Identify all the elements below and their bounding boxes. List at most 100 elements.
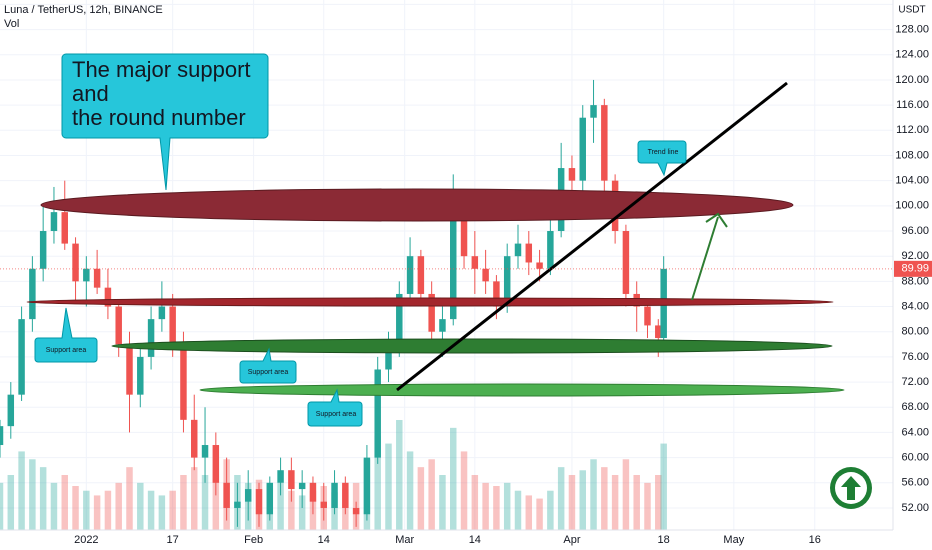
- candle-body: [525, 243, 533, 263]
- volume-bar: [536, 498, 543, 530]
- candle-body: [547, 231, 554, 269]
- volume-bar: [277, 482, 284, 530]
- volume-label: Vol: [4, 18, 19, 30]
- x-tick-label: 18: [658, 534, 670, 546]
- volume-bar: [137, 482, 144, 530]
- candle-body: [536, 262, 543, 269]
- candle-body: [18, 319, 25, 395]
- candle-body: [277, 470, 284, 483]
- candle-body: [568, 168, 576, 181]
- candle-body: [579, 117, 586, 181]
- volume-bar: [104, 490, 112, 530]
- y-tick-label: 56.00: [901, 477, 929, 489]
- candle-body: [374, 369, 381, 458]
- candle-body: [309, 482, 317, 502]
- candle-body: [460, 205, 468, 257]
- volume-bar: [439, 475, 446, 530]
- y-tick-label: 68.00: [901, 401, 929, 413]
- y-tick-label: 112.00: [896, 124, 929, 136]
- note-box: [307, 388, 363, 427]
- volume-bar: [568, 475, 576, 530]
- candle-body: [363, 457, 371, 515]
- up-icon: [841, 476, 861, 500]
- candle-body: [180, 344, 187, 420]
- volume-bar: [39, 467, 47, 530]
- last-price-label: 89.99: [901, 263, 929, 275]
- volume-bar: [493, 486, 500, 530]
- candle-body: [223, 482, 230, 508]
- volume-bar: [471, 475, 479, 530]
- callout-line: the round number: [72, 105, 246, 130]
- x-tick-label: Apr: [563, 534, 580, 546]
- volume-bar: [633, 475, 640, 530]
- volume-bar: [7, 475, 15, 530]
- candle-body: [385, 344, 392, 370]
- x-axis: 2022 17 Feb 14 Mar 14 Apr 18 May 16: [74, 534, 821, 546]
- candle-body: [61, 212, 68, 244]
- volume-bar: [126, 467, 133, 530]
- volume-bar: [61, 475, 68, 530]
- candle-body: [503, 256, 511, 307]
- candle-body: [104, 287, 112, 307]
- volume-bar: [298, 495, 306, 530]
- trend-line: [396, 81, 788, 392]
- x-tick-label: Feb: [244, 534, 263, 546]
- x-tick-label: 17: [167, 534, 179, 546]
- candle-body: [482, 268, 489, 282]
- candle-body: [169, 306, 176, 345]
- candle-body: [0, 426, 4, 446]
- volume-bar: [115, 482, 122, 530]
- note-text: Support area: [316, 411, 357, 418]
- x-tick-label: 14: [318, 534, 330, 546]
- volume-bar: [201, 475, 209, 530]
- support-ellipse: [111, 338, 833, 354]
- y-tick-label: 100.00: [895, 200, 929, 212]
- candle-body: [590, 105, 597, 118]
- y-tick-label: 52.00: [901, 502, 929, 514]
- candle-body: [439, 319, 446, 332]
- x-tick-label: 14: [469, 534, 481, 546]
- y-tick-label: 76.00: [901, 351, 929, 363]
- y-tick-label: 84.00: [901, 300, 929, 312]
- y-tick-label: 60.00: [901, 452, 929, 464]
- last-price-box: [894, 260, 932, 277]
- volume-bar: [660, 443, 667, 530]
- volume-bar: [525, 495, 533, 530]
- candle-body: [137, 356, 144, 395]
- chart-title: Luna / TetherUS, 12h, BINANCE: [4, 4, 163, 16]
- callout-box: [61, 53, 269, 191]
- y-tick-label: 96.00: [901, 225, 929, 237]
- support-ellipse-low: [199, 383, 845, 397]
- candle-body: [191, 419, 198, 458]
- candle-body: [288, 470, 295, 490]
- candle-body: [331, 482, 338, 508]
- arrow-head: [705, 212, 728, 228]
- volume-bar: [450, 427, 457, 530]
- volume-bar: [547, 490, 554, 530]
- candle-body: [50, 212, 58, 232]
- candle-body: [514, 243, 522, 257]
- candle-body: [93, 268, 101, 288]
- volume-bar: [385, 443, 392, 530]
- candle-body: [417, 256, 425, 294]
- arrow-line: [691, 216, 719, 301]
- y-tick-label: 108.00: [895, 149, 929, 161]
- volume-bar: [180, 475, 187, 530]
- volume-bar: [374, 435, 381, 530]
- currency-label: USDT: [898, 5, 925, 16]
- candle-body: [450, 205, 457, 320]
- volume-bar: [93, 495, 101, 530]
- callout-line: The major support: [72, 57, 251, 82]
- candle-body: [126, 344, 133, 395]
- candle-body: [29, 268, 36, 320]
- volume-bar: [212, 470, 220, 530]
- y-tick-label: 116.00: [896, 99, 929, 111]
- candle-body: [158, 306, 166, 320]
- candle-body: [147, 319, 155, 357]
- candle-body: [342, 482, 349, 508]
- y-tick-label: 104.00: [895, 175, 929, 187]
- y-tick-label: 80.00: [901, 326, 929, 338]
- volume-bar: [29, 459, 36, 530]
- y-tick-label: 88.00: [901, 275, 929, 287]
- volume-bar: [503, 482, 511, 530]
